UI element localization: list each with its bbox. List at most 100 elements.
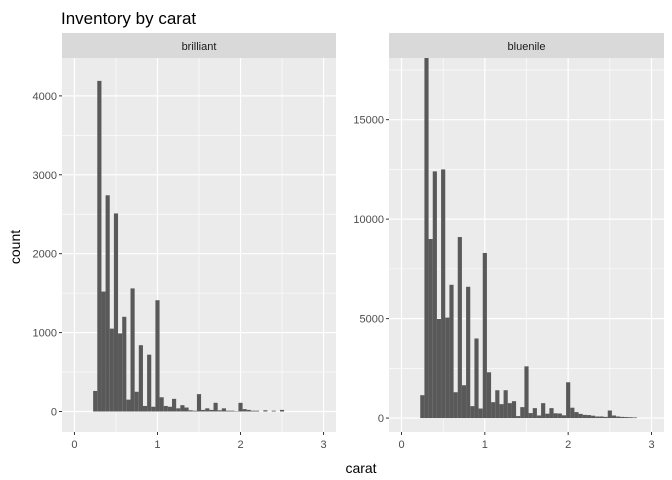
histogram-bar [495, 390, 500, 419]
histogram-bar [151, 406, 156, 412]
histogram-bar [478, 408, 483, 419]
histogram-bar [470, 406, 475, 419]
y-tick-label: 2000 [33, 249, 57, 261]
histogram-bar [557, 413, 562, 419]
histogram-bar [528, 413, 533, 419]
histogram-bar [553, 413, 558, 419]
histogram-bar [461, 385, 467, 419]
histogram-bar [105, 195, 110, 412]
y-tick-label: 0 [51, 406, 57, 418]
histogram-bar [167, 406, 173, 412]
histogram-bar [424, 58, 429, 419]
histogram-bar [545, 413, 550, 419]
histogram-bar [113, 213, 119, 412]
histogram-bar [205, 408, 210, 412]
histogram-bar [279, 409, 285, 412]
histogram-bar [130, 288, 135, 412]
y-tick-label: 4000 [33, 91, 57, 103]
histogram-bar [126, 399, 131, 412]
histogram-bar [221, 408, 226, 412]
histogram-bar [263, 410, 268, 412]
histogram-bar [524, 366, 529, 419]
x-axis-title: carat [345, 460, 376, 476]
histogram-bar [230, 410, 235, 412]
histogram-bar [180, 405, 185, 412]
histogram-bar [432, 171, 437, 419]
histogram-bar [582, 414, 587, 419]
histogram-bar [499, 404, 504, 419]
histogram-bar [536, 415, 542, 419]
histogram-bar [213, 402, 218, 412]
x-tick-label: 3 [648, 439, 654, 451]
x-tick-label: 1 [154, 439, 160, 451]
histogram-bar [482, 252, 487, 419]
histogram-bar [599, 416, 604, 419]
histogram-bar [516, 416, 521, 419]
y-tick-label: 5000 [360, 314, 384, 326]
histogram-bar [271, 410, 276, 412]
histogram-bar [616, 416, 621, 419]
histogram-bar [209, 409, 214, 412]
histogram-bar [163, 405, 168, 412]
x-tick-label: 3 [320, 439, 326, 451]
histogram-bar [184, 407, 189, 412]
panel-brilliant: brilliant 0 1000 2000 3000 4000 0 1 2 3 [33, 33, 336, 451]
histogram-bar [632, 417, 637, 419]
histogram-bar [176, 408, 181, 412]
histogram-bar [196, 394, 202, 412]
histogram-bar [566, 382, 571, 419]
histogram-bar [507, 403, 512, 419]
histogram-bar [595, 416, 600, 419]
y-tick-label: 15000 [353, 115, 384, 127]
histogram-bar [611, 415, 617, 419]
histogram-bar [122, 316, 127, 412]
histogram-bar [192, 410, 197, 412]
histogram-bar [549, 408, 554, 419]
facet-label: brilliant [182, 41, 217, 53]
histogram-bar [574, 412, 579, 419]
chart-title: Inventory by carat [61, 9, 196, 28]
y-tick-label: 3000 [33, 170, 57, 182]
histogram-bar [466, 286, 471, 419]
y-tick-label: 1000 [33, 328, 57, 340]
histogram-bar [159, 397, 164, 412]
histogram-bar [620, 416, 625, 419]
histogram-bar [624, 417, 629, 419]
histogram-bar [242, 409, 247, 412]
y-tick-label: 0 [378, 413, 384, 425]
histogram-bar [428, 239, 433, 419]
x-tick-label: 0 [71, 439, 77, 451]
histogram-bar [172, 398, 177, 412]
histogram-bar [445, 317, 450, 419]
histogram-bar [93, 390, 98, 412]
histogram-bar [97, 80, 102, 412]
histogram-bar [603, 416, 608, 419]
y-axis-title: count [7, 230, 23, 264]
histogram-bar [142, 405, 148, 412]
facet-strip [389, 33, 664, 58]
facet-label: bluenile [508, 41, 546, 53]
histogram-bar [246, 409, 251, 412]
histogram-bar [250, 410, 256, 412]
histogram-bar [420, 395, 425, 419]
histogram-bar [503, 390, 508, 419]
x-tick-label: 0 [398, 439, 404, 451]
y-tick-label: 10000 [353, 214, 384, 226]
histogram-bar [109, 328, 114, 412]
histogram-bar [449, 284, 454, 419]
histogram-bar [225, 410, 231, 412]
histogram-bar [134, 391, 139, 412]
histogram-bar [532, 408, 537, 419]
x-tick-label: 2 [565, 439, 571, 451]
histogram-bar [541, 403, 546, 419]
histogram-bar [201, 409, 206, 412]
histogram-bar [511, 401, 517, 419]
histogram-bar [118, 333, 123, 412]
histogram-bar [238, 402, 243, 412]
histogram-bar [138, 345, 143, 412]
histogram-bar [586, 415, 592, 419]
histogram-bar [591, 415, 596, 419]
histogram-bar [628, 417, 633, 419]
facet-strip [62, 33, 336, 58]
